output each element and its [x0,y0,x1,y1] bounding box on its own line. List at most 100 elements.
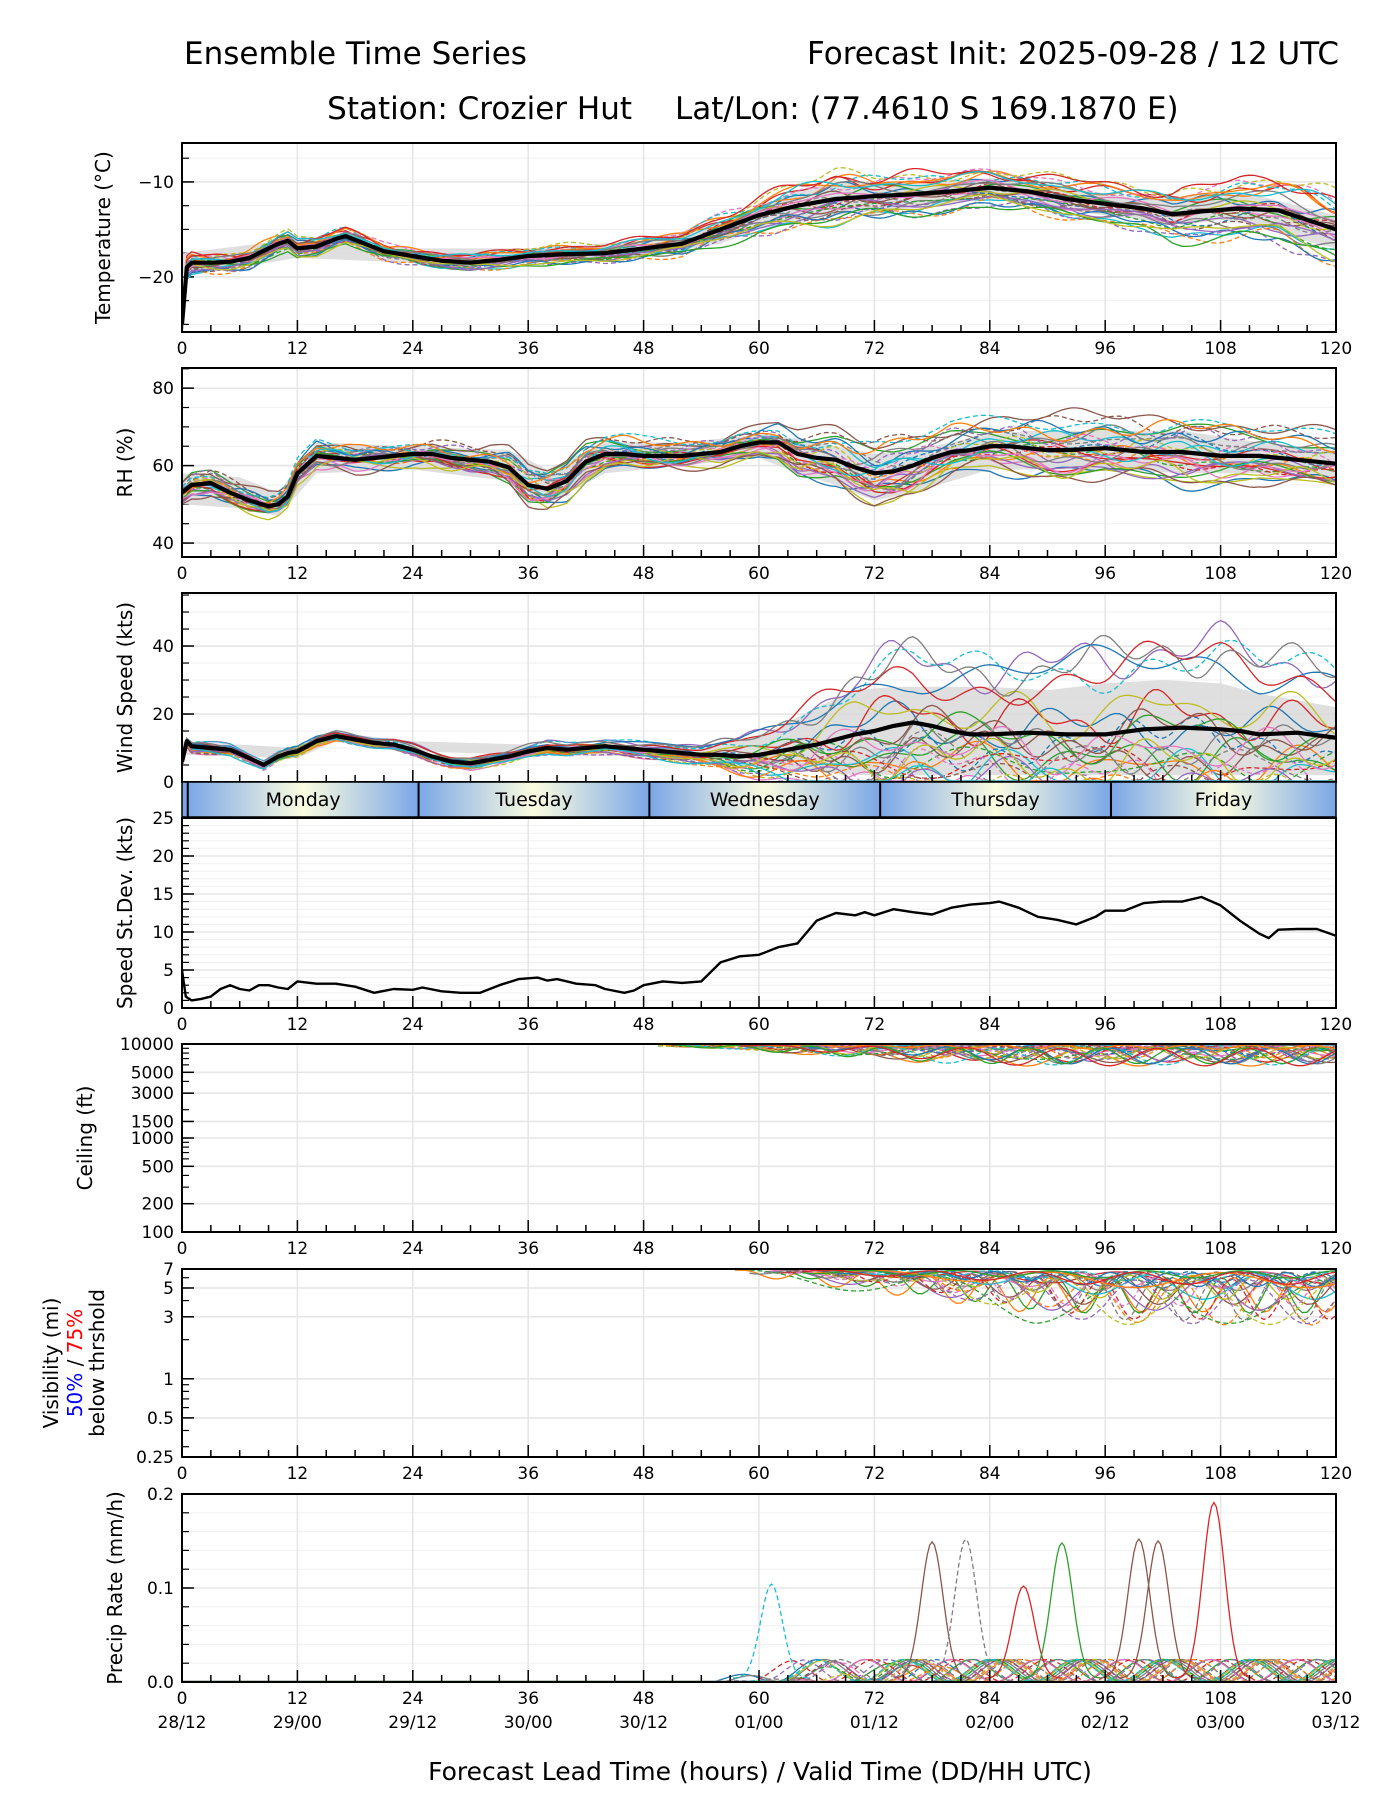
x-tick-label: 108 [1204,564,1236,584]
y-tick-label: 1500 [131,1112,174,1132]
x-tick-label: 12 [287,1464,309,1484]
valid-time-label: 29/12 [388,1713,437,1733]
precip-peak-line [1100,1537,1178,1679]
day-label: Tuesday [494,789,572,811]
panel-frame [181,1043,1337,1233]
x-tick-label: 60 [748,1464,770,1484]
ensemble-member-line [763,1044,1336,1050]
x-tick-label: 12 [287,1689,309,1709]
ensemble-member-line [182,454,1336,511]
x-tick-label: 84 [979,564,1001,584]
x-tick-label: 84 [979,1239,1001,1259]
day-band-frame [181,781,1337,818]
y-tick-label: 100 [142,1223,174,1243]
ensemble-member-line [182,171,1336,315]
y-tick-label: 10 [152,923,174,943]
y-tick-label: 40 [152,637,174,657]
ensemble-member-line [182,634,1336,764]
x-tick-label: 120 [1320,1464,1352,1484]
y-axis-label: Temperature (°C) [91,151,115,325]
station-title: Station: Crozier Hut [327,91,632,127]
ensemble-member-line [657,1044,1336,1059]
x-tick-label: 0 [177,1015,188,1035]
day-cell-monday [187,782,419,817]
x-tick-label: 36 [517,1464,539,1484]
x-tick-label: 96 [1094,339,1116,359]
plot-area-rh [182,407,1336,521]
x-tick-label: 24 [402,1239,424,1259]
ensemble-member-line [182,202,1336,332]
x-tick-label: 48 [633,1689,655,1709]
x-tick-label: 72 [864,1464,886,1484]
panel-frame [181,1493,1337,1683]
y-tick-label: 25 [152,809,174,829]
precip-peak-line [927,1537,1005,1679]
precip-peak-line [893,1540,971,1679]
y-tick-label: 10000 [120,1035,174,1055]
x-tick-label: 24 [402,1464,424,1484]
x-tick-label: 72 [864,339,886,359]
y-axis-label: RH (%) [113,428,137,498]
x-tick-label: 24 [402,564,424,584]
visibility-p75-label: 75% [63,1309,87,1353]
panel-wind_speed: 0 20 40 Wind Speed (kts) [113,592,1337,793]
x-tick-label: 108 [1204,1464,1236,1484]
day-cell-thursday [880,782,1111,817]
x-tick-label: 84 [979,1464,1001,1484]
ensemble-member-line [787,1269,1336,1307]
ensemble-member-line [182,192,1336,327]
x-tick-label: 60 [748,1689,770,1709]
precip-peak-line [1119,1539,1197,1679]
x-tick-label: 108 [1204,1015,1236,1035]
y-tick-label: 0.1 [147,1579,174,1599]
valid-time-label: 03/00 [1196,1713,1245,1733]
visibility-ylabel-line3: below thrshold [85,1289,109,1437]
y-tick-label: −20 [138,268,174,288]
y-tick-label: 40 [152,534,174,554]
plot-area-temperature [182,167,1336,332]
ensemble-member-line [182,431,1336,507]
panel-rh: 40 60 80 0 12 24 36 48 60 72 84 96 108 120 RH (%) [113,367,1352,584]
day-label: Wednesday [710,789,820,811]
precip-peak-line [984,1585,1062,1679]
ensemble-member-line [182,167,1336,317]
x-tick-label: 84 [979,339,1001,359]
ensemble-member-line [182,737,1336,782]
x-tick-label: 60 [748,564,770,584]
ensemble-member-line [182,196,1336,327]
ensemble-member-line [182,200,1336,332]
x-tick-label: 96 [1094,564,1116,584]
panel-speed_stdev: 0 5 10 15 20 25 0 12 24 36 48 60 72 84 96 108 120 Speed S… [113,809,1352,1035]
ensemble-member-line [182,439,1336,513]
y-tick-label: 0.25 [136,1448,174,1468]
valid-time-label: 02/12 [1081,1713,1130,1733]
x-tick-label: 0 [177,1239,188,1259]
ensemble-member-line [864,1270,1336,1300]
valid-time-label: 29/00 [273,1713,322,1733]
panel-visibility: 0.25 0.5 1 3 57 0 12 24 36 48 60 72 84 96 108 120 [136,1260,1352,1484]
x-tick-label: 48 [633,339,655,359]
x-tick-label: 108 [1204,1689,1236,1709]
valid-time-labels: 28/12 29/00 29/12 30/00 30/12 01/00 01/12 02/00… [158,1713,1361,1733]
ensemble-member-line [182,737,1336,782]
precip-peak-line [732,1583,811,1679]
visibility-ylabel: Visibility (mi) 50% / 75% below thrshold [39,1289,109,1437]
x-tick-label: 72 [864,1239,886,1259]
x-tick-label: 96 [1094,1239,1116,1259]
x-tick-label: 60 [748,1015,770,1035]
y-axis-label: Wind Speed (kts) [113,602,137,773]
ensemble-member-line [802,1269,1336,1285]
x-tick-label: 84 [979,1015,1001,1035]
x-tick-label: 72 [864,1689,886,1709]
panel-frame [181,142,1337,333]
y-tick-label: 1 [163,1370,174,1390]
ensemble-member-line [672,1044,1336,1065]
day-label: Friday [1195,789,1253,811]
title-right: Forecast Init: 2025-09-28 / 12 UTC [807,36,1339,72]
ensemble-member-line [182,433,1336,513]
ensemble-member-line [182,639,1336,762]
x-tick-label: 48 [633,564,655,584]
ensemble-member-line [182,443,1336,507]
valid-time-label: 01/00 [735,1713,784,1733]
valid-time-label: 28/12 [158,1713,207,1733]
